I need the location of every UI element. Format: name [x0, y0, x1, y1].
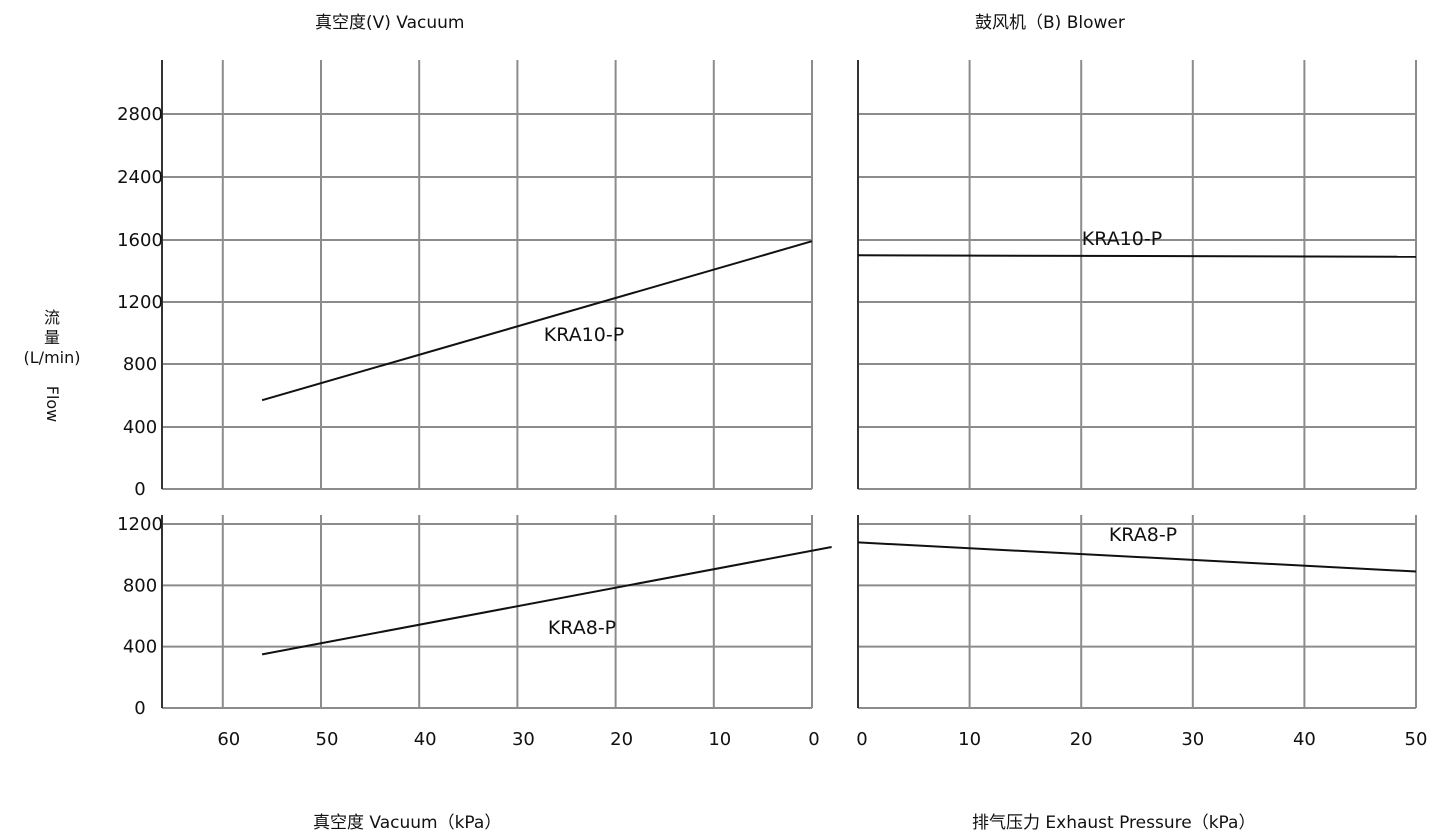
y-tick-label-lower-1200: 1200: [117, 514, 163, 535]
x-tick-label-vacuum-10: 10: [708, 729, 731, 750]
y-axis-title-en: Flow: [43, 385, 62, 423]
x-tick-label-vacuum-30: 30: [512, 729, 535, 750]
x-tick-label-blower-20: 20: [1070, 729, 1093, 750]
x-tick-label-vacuum-50: 50: [316, 729, 339, 750]
left-x-axis-title: 真空度 Vacuum（kPa）: [313, 813, 502, 833]
y-tick-label-upper-800: 800: [123, 354, 157, 375]
y-tick-label-lower-800: 800: [123, 575, 157, 596]
left-chart-title: 真空度(V) Vacuum: [315, 13, 465, 33]
blower-upper-KRA10-P-line: [857, 254, 1417, 258]
x-tick-label-vacuum-40: 40: [414, 729, 437, 750]
x-tick-label-blower-10: 10: [958, 729, 981, 750]
y-tick-label-upper-1200: 1200: [117, 292, 163, 313]
y-tick-label-lower-400: 400: [123, 637, 157, 658]
y-tick-label-upper-2800: 2800: [117, 104, 163, 125]
vacuum-lower-KRA8-P-line: [261, 546, 832, 656]
x-tick-label-vacuum-0: 0: [808, 729, 819, 750]
vacuum-upper-KRA10-P-line: [261, 240, 813, 402]
y-tick-label-upper-1600: 1600: [117, 230, 163, 251]
blower-lower-KRA8-P-line: [857, 541, 1417, 573]
x-tick-label-blower-30: 30: [1181, 729, 1204, 750]
x-tick-label-vacuum-20: 20: [610, 729, 633, 750]
y-axis-unit: (L/min): [23, 348, 81, 367]
right-chart-title: 鼓风机（B) Blower: [975, 13, 1125, 33]
x-tick-label-blower-0: 0: [856, 729, 867, 750]
series-label-blower-kra10: KRA10-P: [1082, 228, 1162, 250]
y-tick-label-upper-400: 400: [123, 417, 157, 438]
y-axis-title-char-1: 流: [43, 308, 60, 327]
y-axis-title-char-2: 量: [43, 328, 60, 347]
y-tick-label-upper-0: 0: [134, 479, 145, 500]
series-label-blower-kra8: KRA8-P: [1109, 524, 1177, 546]
x-tick-label-vacuum-60: 60: [217, 729, 240, 750]
series-label-vacuum-kra8: KRA8-P: [548, 617, 616, 639]
x-tick-label-blower-40: 40: [1293, 729, 1316, 750]
series-label-vacuum-kra10: KRA10-P: [544, 324, 624, 346]
y-axis-title: 流 量 (L/min) Flow: [12, 308, 92, 422]
right-x-axis-title: 排气压力 Exhaust Pressure（kPa）: [972, 813, 1256, 833]
y-tick-label-lower-0: 0: [134, 698, 145, 719]
x-tick-label-blower-50: 50: [1405, 729, 1428, 750]
y-tick-label-upper-2400: 2400: [117, 167, 163, 188]
